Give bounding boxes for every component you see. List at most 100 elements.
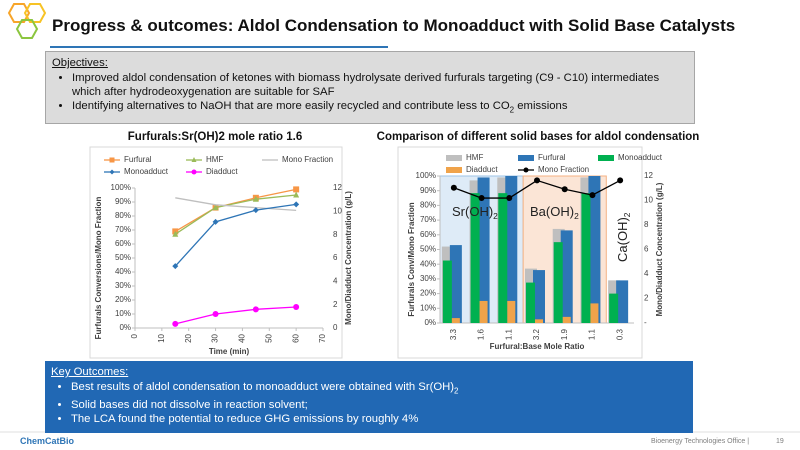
marker: [212, 204, 219, 211]
bar: [505, 176, 518, 323]
bar: [553, 242, 563, 323]
x-tick-label: 0: [130, 333, 139, 338]
objective-text: Identifying alternatives to NaOH that ar…: [72, 100, 510, 112]
x-tick-label: 20: [184, 333, 193, 342]
marker: [252, 207, 259, 214]
subscript: 2: [509, 105, 515, 115]
page-number: 19: [776, 438, 784, 445]
subscript: 2: [454, 386, 459, 396]
legend-swatch: [446, 155, 462, 161]
x-tick-label: 70: [318, 333, 327, 342]
marker: [252, 306, 259, 313]
marker: [293, 201, 300, 208]
x-tick-label: 3.2: [532, 328, 541, 340]
y2-axis-title: Mono/Diadduct Concentration (g/L): [344, 191, 353, 325]
y2-tick-label: 8: [644, 220, 649, 229]
chart-title: Furfurals:Sr(OH)2 mole ratio 1.6: [128, 131, 302, 143]
y-tick-label: 80%: [420, 201, 436, 210]
legend-label: Mono Fraction: [538, 165, 589, 174]
annotation: Sr(OH)2: [452, 204, 498, 221]
y2-tick-label: 10: [644, 196, 653, 205]
marker: [252, 195, 259, 202]
chart-title: Comparison of different solid bases for …: [377, 131, 700, 143]
y-tick-label: 0%: [119, 323, 131, 332]
marker: [212, 311, 219, 317]
y-tick-label: 80%: [115, 211, 131, 220]
marker: [506, 195, 513, 202]
annotation-text: Ca(OH): [615, 217, 630, 262]
y-tick-label: 10%: [115, 309, 131, 318]
series-line: [174, 203, 297, 267]
bar: [590, 303, 599, 323]
legend-label: Furfural: [124, 155, 152, 164]
legend-swatch: [518, 155, 534, 161]
objective: Improved aldol condensation of ketones w…: [72, 71, 688, 99]
annotation-subscript: 2: [574, 211, 579, 221]
outcome-text: Solid bases did not dissolve in reaction…: [71, 399, 308, 412]
bar: [449, 245, 462, 323]
series-line: [174, 188, 297, 232]
y-tick-label: 60%: [420, 230, 436, 239]
footer-logo: ChemCatBio: [20, 436, 75, 446]
y2-tick-label: 8: [333, 230, 338, 239]
marker: [191, 169, 197, 175]
annotation-text: Sr(OH): [452, 204, 493, 219]
bar: [442, 260, 452, 323]
x-tick-label: 1.1: [504, 328, 513, 340]
bar: [581, 193, 591, 323]
marker: [109, 169, 115, 175]
series-line: [175, 306, 297, 325]
x-tick-label: 3.3: [449, 328, 458, 340]
marker: [172, 263, 179, 270]
objective-text: emissions: [514, 100, 568, 112]
marker: [293, 186, 300, 193]
outcome-text: Best results of aldol condensation to mo…: [71, 381, 455, 393]
x-tick-label: 60: [291, 333, 300, 342]
y-tick-label: 50%: [115, 253, 131, 262]
marker: [561, 186, 568, 193]
legend-label: Monoadduct: [124, 167, 169, 176]
y-tick-label: 20%: [420, 289, 436, 298]
bar: [609, 293, 619, 323]
outcomes-box: Key Outcomes: Best results of aldol cond…: [45, 361, 693, 433]
logo: [7, 3, 47, 39]
y-tick-label: 40%: [115, 267, 131, 276]
y-tick-label: 70%: [420, 215, 436, 224]
y-tick-label: 40%: [420, 259, 436, 268]
x-tick-label: 10: [157, 333, 166, 342]
series-line: [174, 194, 297, 235]
y2-axis-title: Mono/Diadduct Concentration (g/L): [655, 182, 664, 316]
y-axis-title: Furfurals Conv/Mono Fraction: [407, 202, 416, 316]
bar: [533, 270, 545, 323]
annotation: Ca(OH)2: [615, 212, 632, 262]
bar: [479, 300, 488, 323]
bar: [535, 319, 543, 323]
series-line: [175, 197, 297, 212]
y-tick-label: 10%: [420, 303, 436, 312]
footer-office: Bioenergy Technologies Office |: [651, 438, 750, 445]
outcome: Solid bases did not dissolve in reaction…: [71, 398, 687, 412]
bar: [562, 316, 571, 323]
bar: [588, 176, 601, 323]
marker: [191, 157, 197, 162]
bar: [451, 318, 460, 323]
legend-label: Mono Fraction: [282, 155, 333, 164]
outcome: Best results of aldol condensation to mo…: [71, 380, 687, 398]
legend-swatch: [446, 167, 462, 173]
outcome-text: The LCA found the potential to reduce GH…: [71, 413, 419, 426]
bar: [498, 193, 508, 323]
y-tick-label: 60%: [115, 239, 131, 248]
marker: [293, 304, 300, 310]
y-tick-label: 30%: [115, 281, 131, 290]
x-tick-label: 0.3: [615, 328, 624, 340]
slide-title: Progress & outcomes: Aldol Condensation …: [52, 16, 736, 35]
outcome: The LCA found the potential to reduce GH…: [71, 412, 687, 426]
objective-text: Improved aldol condensation of ketones w…: [72, 72, 660, 98]
x-tick-label: 50: [264, 333, 273, 342]
legend-label: Diadduct: [206, 167, 238, 176]
x-tick-label: 1.1: [588, 328, 597, 340]
marker: [523, 167, 529, 173]
bar: [526, 282, 535, 323]
marker: [172, 320, 179, 327]
